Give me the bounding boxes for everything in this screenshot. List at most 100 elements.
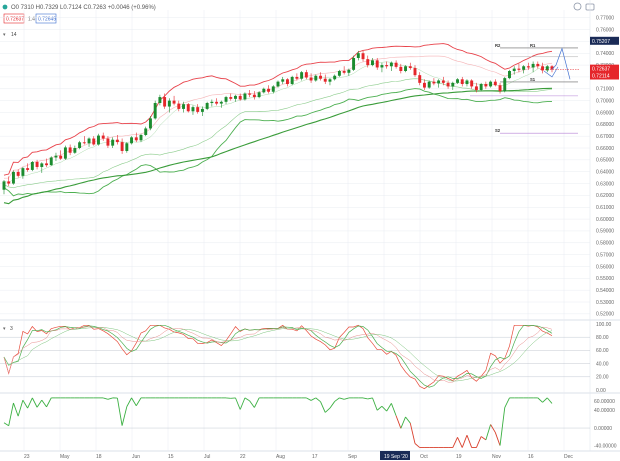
- osc-segment: [107, 397, 113, 400]
- candle-body: [115, 139, 119, 143]
- price-tick-label: 0.55000: [596, 276, 614, 282]
- candle-body: [503, 78, 507, 92]
- candle-body: [517, 68, 521, 70]
- candle-body: [125, 143, 129, 151]
- time-tick-label: Jul: [204, 454, 210, 460]
- spread-value: 1.4: [28, 17, 35, 23]
- stoch-collapse-icon[interactable]: ▾: [3, 326, 6, 332]
- osc-segment: [485, 424, 492, 440]
- candle-body: [130, 137, 134, 144]
- candle-body: [531, 63, 535, 68]
- osc-segment: [235, 397, 241, 410]
- stoch-k-line: [3, 324, 553, 390]
- time-tick-label: Oct: [420, 454, 428, 460]
- osc-tick-label: -40.00000: [594, 444, 617, 450]
- candle-body: [238, 95, 242, 100]
- osc-segment: [31, 397, 38, 408]
- osc-segment: [121, 406, 128, 426]
- candle-body: [267, 88, 271, 92]
- osc-segment: [339, 397, 345, 400]
- price-tick-label: 0.58000: [596, 241, 614, 247]
- stoch-panel-tag: ▾ 3: [3, 326, 13, 332]
- candle-body: [2, 181, 6, 190]
- candle-body: [224, 97, 228, 102]
- oscillator-panel: 60.00000 40.00000 0.00000 -40.00000: [0, 397, 617, 450]
- candle-body: [163, 97, 167, 107]
- osc-segment: [461, 435, 468, 448]
- candle-body: [295, 76, 299, 79]
- candle-body: [300, 72, 304, 79]
- price-tag-secondary: 0.72114: [592, 74, 610, 80]
- candle-body: [63, 147, 67, 159]
- osc-segment: [409, 422, 416, 444]
- candle-body: [243, 93, 247, 100]
- settings-gear-icon[interactable]: [573, 2, 582, 11]
- candle-body: [474, 86, 478, 90]
- price-tick-label: 0.66000: [596, 146, 614, 152]
- candle-body: [361, 53, 365, 60]
- candle-body: [97, 135, 100, 145]
- osc-segment: [17, 400, 24, 417]
- candle-body: [319, 75, 322, 79]
- osc-segment: [103, 397, 109, 400]
- osc-segment: [414, 443, 421, 448]
- osc-segment: [504, 397, 510, 408]
- price-tick-label: 0.74000: [596, 51, 614, 57]
- osc-segment: [324, 407, 331, 413]
- stoch-tick-label: 100.00: [596, 322, 612, 328]
- candle-body: [380, 65, 384, 68]
- price-tick-label: 0.54000: [596, 288, 614, 294]
- osc-segment: [362, 397, 368, 400]
- candle-body: [281, 79, 285, 82]
- candle-body: [512, 68, 516, 72]
- osc-segment: [386, 403, 392, 412]
- osc-segment: [537, 397, 543, 403]
- candle-body: [437, 80, 441, 84]
- osc-segment: [494, 432, 501, 446]
- candle-body: [498, 85, 502, 92]
- ask-box[interactable]: [35, 13, 57, 24]
- candle-body: [144, 128, 148, 135]
- candle-body: [441, 80, 445, 83]
- osc-segment: [329, 401, 336, 409]
- candle-body: [200, 108, 204, 112]
- price-tick-label: 0.53000: [596, 300, 614, 306]
- candle-body: [418, 75, 422, 83]
- price-tick-label: 0.64000: [596, 170, 614, 176]
- toolbar-widgets: [573, 2, 595, 11]
- candle-body: [186, 104, 190, 112]
- osc-segment: [466, 435, 473, 448]
- candle-body: [21, 168, 25, 176]
- crosshair-date-bg: [380, 451, 410, 460]
- candle-body: [489, 81, 493, 87]
- candle-body: [16, 171, 20, 176]
- osc-segment: [126, 397, 132, 407]
- candle-body: [82, 142, 86, 144]
- candle-body: [408, 66, 412, 69]
- osc-segment: [135, 397, 142, 406]
- candle-body: [59, 155, 63, 159]
- candle-body: [432, 81, 436, 84]
- candle-body: [465, 80, 469, 85]
- candle-body: [508, 71, 511, 79]
- time-tick-label: 23: [24, 454, 30, 460]
- stoch-tick-label: 20.00: [596, 375, 609, 381]
- osc-segment: [372, 397, 378, 411]
- time-tick-label: Dec: [564, 454, 573, 460]
- osc-segment: [334, 397, 340, 402]
- stoch-d-line: [3, 324, 553, 388]
- collapse-indicator-icon[interactable]: ▾: [3, 32, 6, 38]
- candle-body: [139, 134, 143, 141]
- candle-body: [262, 88, 266, 93]
- candle-body: [285, 79, 289, 85]
- osc-segment: [376, 405, 383, 411]
- candle-body: [167, 100, 171, 107]
- price-tick-label: 0.62000: [596, 193, 614, 199]
- osc-tick-label: 0.00000: [594, 426, 612, 432]
- candle-body: [404, 66, 408, 72]
- candle-body: [205, 102, 209, 109]
- osc-tick-label: 60.00000: [594, 399, 615, 405]
- osc-segment: [13, 402, 19, 417]
- candle-body: [394, 62, 398, 67]
